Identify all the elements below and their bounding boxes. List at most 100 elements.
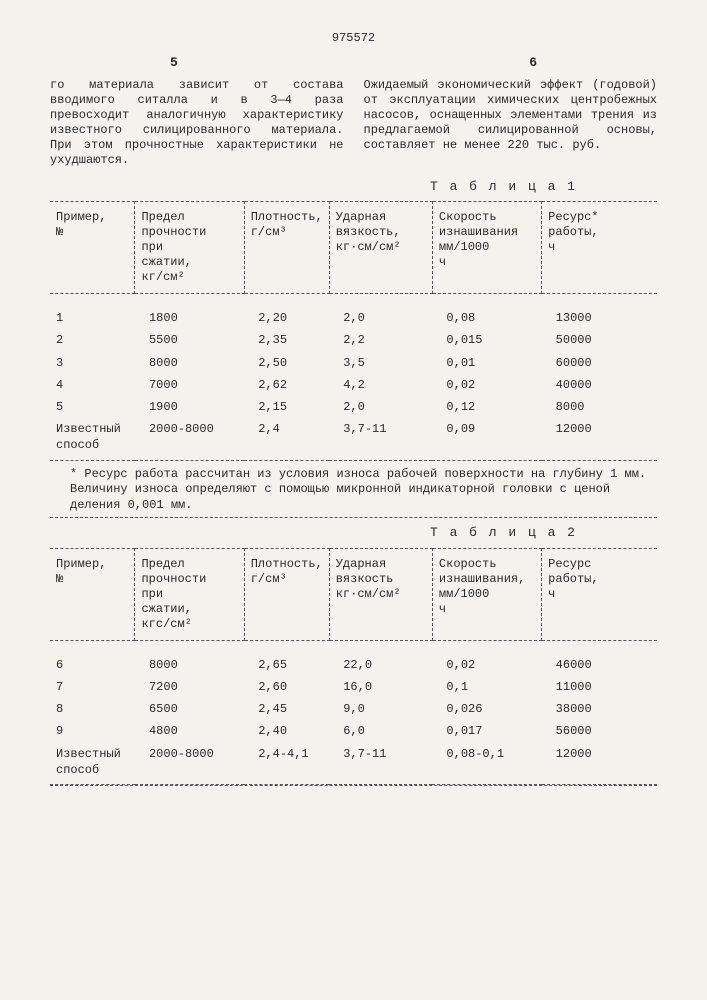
- table2-caption: Т а б л и ц а 2: [50, 524, 657, 542]
- table-cell: 12000: [542, 418, 657, 460]
- table-cell: 2,4: [244, 418, 329, 460]
- table-cell: 3,5: [329, 352, 432, 374]
- table-cell: 8: [50, 698, 135, 720]
- col-header: Скоростьизнашивания,мм/1000ч: [432, 548, 541, 640]
- table-cell: 16,0: [329, 676, 432, 698]
- table-row: 255002,352,20,01550000: [50, 329, 657, 351]
- table-cell: 6: [50, 640, 135, 676]
- table-row: 680002,6522,00,0246000: [50, 640, 657, 676]
- intro-right: Ожидаемый экономический эффект (годовой)…: [364, 78, 658, 168]
- table-cell: 0,02: [432, 374, 541, 396]
- table-cell: 4800: [135, 720, 244, 742]
- table-cell: Известныйспособ: [50, 743, 135, 785]
- table-cell: 2,15: [244, 396, 329, 418]
- table1: Пример,№Пределпрочностиприсжатии,кг/см²П…: [50, 201, 657, 460]
- table-cell: 0,08: [432, 294, 541, 330]
- table-cell: 9: [50, 720, 135, 742]
- page-right: 6: [529, 54, 537, 72]
- table-row: Известныйспособ2000-80002,4-4,13,7-110,0…: [50, 743, 657, 785]
- table-cell: 46000: [542, 640, 657, 676]
- table-cell: 8000: [135, 640, 244, 676]
- table-cell: 6,0: [329, 720, 432, 742]
- table-cell: 0,015: [432, 329, 541, 351]
- page-left: 5: [170, 54, 178, 72]
- intro-left: го материала зависит от состава вводимог…: [50, 78, 344, 168]
- table-cell: 11000: [542, 676, 657, 698]
- table-cell: 12000: [542, 743, 657, 785]
- col-header: Ударнаявязкость,кг·см/см²: [329, 202, 432, 294]
- table-row: 519002,152,00,128000: [50, 396, 657, 418]
- table-cell: 2,0: [329, 294, 432, 330]
- table-cell: 2,35: [244, 329, 329, 351]
- table-row: 865002,459,00,02638000: [50, 698, 657, 720]
- table-cell: 2,4-4,1: [244, 743, 329, 785]
- col-header: Пределпрочностиприсжатии,кгс/см²: [135, 548, 244, 640]
- table-cell: 22,0: [329, 640, 432, 676]
- table-cell: 1: [50, 294, 135, 330]
- table-cell: 7: [50, 676, 135, 698]
- table-cell: 0,08-0,1: [432, 743, 541, 785]
- table-cell: Известныйспособ: [50, 418, 135, 460]
- table-cell: 0,026: [432, 698, 541, 720]
- table1-caption: Т а б л и ц а 1: [50, 178, 657, 196]
- table-cell: 0,017: [432, 720, 541, 742]
- table-row: 470002,624,20,0240000: [50, 374, 657, 396]
- table-row: 380002,503,50,0160000: [50, 352, 657, 374]
- table-cell: 0,01: [432, 352, 541, 374]
- col-header: Плотность,г/см³: [244, 548, 329, 640]
- table-cell: 2,0: [329, 396, 432, 418]
- table-cell: 6500: [135, 698, 244, 720]
- table-cell: 3,7-11: [329, 743, 432, 785]
- table-cell: 2,20: [244, 294, 329, 330]
- table-cell: 8000: [542, 396, 657, 418]
- table-cell: 13000: [542, 294, 657, 330]
- table-cell: 3: [50, 352, 135, 374]
- table-cell: 40000: [542, 374, 657, 396]
- table-cell: 7200: [135, 676, 244, 698]
- table-cell: 2000-8000: [135, 743, 244, 785]
- table2: Пример,№Пределпрочностиприсжатии,кгс/см²…: [50, 548, 657, 785]
- table-cell: 3,7-11: [329, 418, 432, 460]
- table-cell: 1800: [135, 294, 244, 330]
- table-cell: 7000: [135, 374, 244, 396]
- table-cell: 5: [50, 396, 135, 418]
- col-header: Пример,№: [50, 202, 135, 294]
- table-cell: 2,45: [244, 698, 329, 720]
- col-header: Ресурсработы,ч: [542, 548, 657, 640]
- table-cell: 56000: [542, 720, 657, 742]
- table-cell: 50000: [542, 329, 657, 351]
- page-numbers: 5 6: [50, 54, 657, 72]
- table-row: 118002,202,00,0813000: [50, 294, 657, 330]
- table-cell: 2,65: [244, 640, 329, 676]
- table1-footnote: * Ресурс работа рассчитан из условия изн…: [50, 461, 657, 519]
- doc-number: 975572: [50, 30, 657, 46]
- table-cell: 2,40: [244, 720, 329, 742]
- table-cell: 9,0: [329, 698, 432, 720]
- col-header: Пример,№: [50, 548, 135, 640]
- table-cell: 38000: [542, 698, 657, 720]
- table-cell: 8000: [135, 352, 244, 374]
- col-header: Плотность,г/см³: [244, 202, 329, 294]
- table-cell: 0,02: [432, 640, 541, 676]
- table-cell: 2,62: [244, 374, 329, 396]
- col-header: Пределпрочностиприсжатии,кг/см²: [135, 202, 244, 294]
- table-cell: 2,50: [244, 352, 329, 374]
- table-cell: 2,60: [244, 676, 329, 698]
- col-header: Ударнаявязкостькг·см/см²: [329, 548, 432, 640]
- table-cell: 5500: [135, 329, 244, 351]
- intro-columns: го материала зависит от состава вводимог…: [50, 78, 657, 168]
- table-cell: 4,2: [329, 374, 432, 396]
- table-row: Известныйспособ2000-80002,43,7-110,09120…: [50, 418, 657, 460]
- table-cell: 0,12: [432, 396, 541, 418]
- table-cell: 2000-8000: [135, 418, 244, 460]
- table-cell: 4: [50, 374, 135, 396]
- col-header: Скоростьизнашиваниямм/1000ч: [432, 202, 541, 294]
- table-cell: 0,09: [432, 418, 541, 460]
- table-cell: 1900: [135, 396, 244, 418]
- table-cell: 0,1: [432, 676, 541, 698]
- table-cell: 2,2: [329, 329, 432, 351]
- table-row: 948002,406,00,01756000: [50, 720, 657, 742]
- col-header: Ресурс*работы,ч: [542, 202, 657, 294]
- table-cell: 2: [50, 329, 135, 351]
- table-cell: 60000: [542, 352, 657, 374]
